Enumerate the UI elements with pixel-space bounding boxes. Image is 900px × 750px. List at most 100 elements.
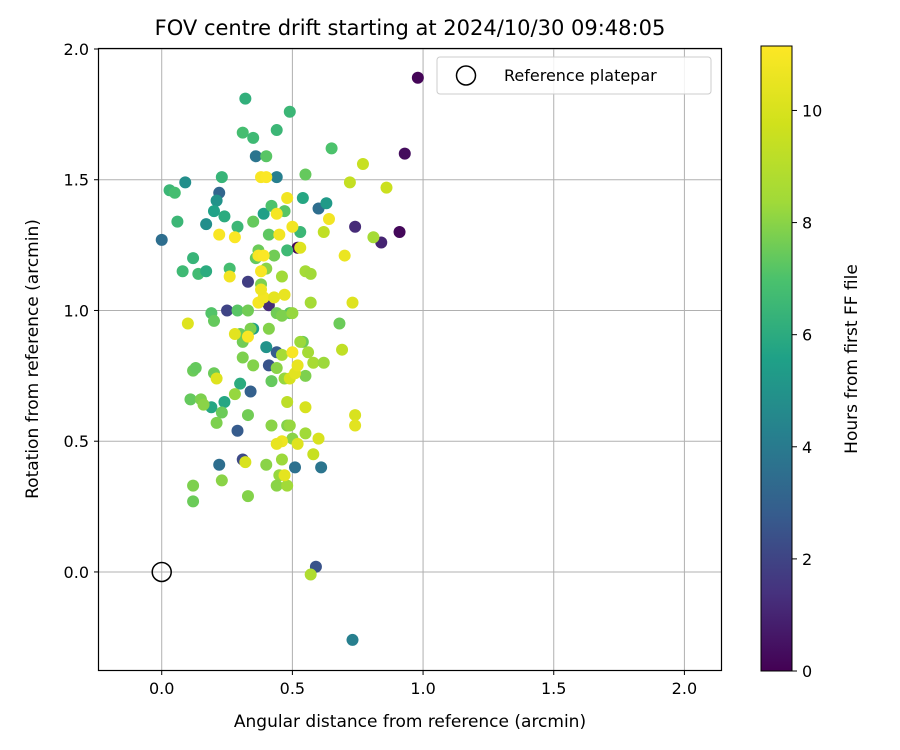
scatter-point <box>187 252 200 265</box>
scatter-point <box>257 207 270 220</box>
scatter-point <box>210 416 223 429</box>
scatter-point <box>349 419 362 432</box>
scatter-point <box>380 181 393 194</box>
scatter-point <box>304 568 317 581</box>
scatter-point <box>213 228 226 241</box>
scatter-point <box>176 265 189 278</box>
scatter-point <box>247 131 260 144</box>
colorbar-tick-label: 0 <box>802 662 812 681</box>
scatter-point <box>278 288 291 301</box>
scatter-point <box>312 432 325 445</box>
scatter-point <box>317 356 330 369</box>
scatter-point <box>184 393 197 406</box>
scatter-point <box>257 249 270 262</box>
scatter-point <box>260 150 273 163</box>
scatter-point <box>286 307 299 320</box>
scatter-point <box>299 168 312 181</box>
scatter-point <box>241 330 254 343</box>
scatter-point <box>241 490 254 503</box>
scatter-point <box>291 437 304 450</box>
scatter-point <box>304 267 317 280</box>
scatter-point <box>218 395 231 408</box>
scatter-point <box>221 304 234 317</box>
scatter-point <box>231 304 244 317</box>
scatter-point <box>275 309 288 322</box>
scatter-point <box>270 437 283 450</box>
scatter-point <box>278 469 291 482</box>
scatter-point <box>255 283 268 296</box>
scatter-point <box>346 633 359 646</box>
y-axis-ticks: 0.0 0.5 1.0 1.5 2.0 <box>64 40 99 582</box>
scatter-point <box>228 388 241 401</box>
colorbar-tick-label: 2 <box>802 550 812 569</box>
x-tick-label: 2.0 <box>672 679 697 698</box>
scatter-point <box>223 270 236 283</box>
scatter-point <box>265 375 278 388</box>
scatter-point <box>317 226 330 239</box>
scatter-point <box>393 226 406 239</box>
y-axis-label: Rotation from reference (arcmin) <box>23 219 43 499</box>
scatter-point <box>304 296 317 309</box>
scatter-point <box>281 192 294 205</box>
y-tick-label: 2.0 <box>64 40 89 59</box>
legend-marker-reference-platepar <box>455 65 477 86</box>
scatter-point <box>239 92 252 105</box>
scatter-points <box>155 71 424 646</box>
scatter-point <box>262 228 275 241</box>
scatter-point <box>270 124 283 137</box>
scatter-point <box>234 377 247 390</box>
scatter-point <box>270 207 283 220</box>
scatter-point <box>244 385 257 398</box>
scatter-point <box>283 419 296 432</box>
scatter-point <box>281 244 294 257</box>
x-tick-label: 1.5 <box>541 679 566 698</box>
y-tick-label: 1.5 <box>64 171 89 190</box>
scatter-point <box>236 126 249 139</box>
scatter-point <box>299 427 312 440</box>
scatter-point <box>239 456 252 469</box>
scatter-point <box>171 215 184 228</box>
scatter-point <box>210 194 223 207</box>
colorbar-tick-label: 6 <box>802 326 812 345</box>
scatter-point <box>200 265 213 278</box>
scatter-point <box>299 401 312 414</box>
scatter-point <box>270 171 283 184</box>
scatter-point <box>346 296 359 309</box>
scatter-point <box>236 351 249 364</box>
colorbar <box>760 45 793 672</box>
chart-title: FOV centre drift starting at 2024/10/30 … <box>155 16 666 40</box>
scatter-point <box>260 458 273 471</box>
x-tick-label: 0.5 <box>280 679 305 698</box>
x-axis-label: Angular distance from reference (arcmin) <box>234 712 586 732</box>
scatter-point <box>268 249 281 262</box>
scatter-point <box>179 176 192 189</box>
scatter-point <box>322 212 335 225</box>
grid-lines <box>99 48 721 670</box>
x-tick-label: 1.0 <box>410 679 435 698</box>
colorbar-tick-label: 8 <box>802 214 812 233</box>
scatter-point <box>275 348 288 361</box>
scatter-point <box>333 317 346 330</box>
scatter-point <box>283 105 296 118</box>
scatter-point <box>281 479 294 492</box>
scatter-point <box>187 495 200 508</box>
scatter-point <box>207 205 220 218</box>
scatter-point <box>241 304 254 317</box>
colorbar-tick-label: 10 <box>802 101 822 120</box>
scatter-point <box>181 317 194 330</box>
scatter-point <box>289 461 302 474</box>
scatter-point <box>349 220 362 233</box>
scatter-point <box>286 346 299 359</box>
scatter-point <box>367 231 380 244</box>
y-tick-label: 0.5 <box>64 432 89 451</box>
legend: Reference platepar <box>436 56 712 95</box>
y-tick-label: 1.0 <box>64 301 89 320</box>
y-tick-label: 0.0 <box>64 563 89 582</box>
scatter-point <box>249 150 262 163</box>
scatter-point <box>270 361 283 374</box>
scatter-point <box>247 359 260 372</box>
scatter-point <box>307 448 320 461</box>
scatter-point <box>231 424 244 437</box>
scatter-point <box>218 210 231 223</box>
